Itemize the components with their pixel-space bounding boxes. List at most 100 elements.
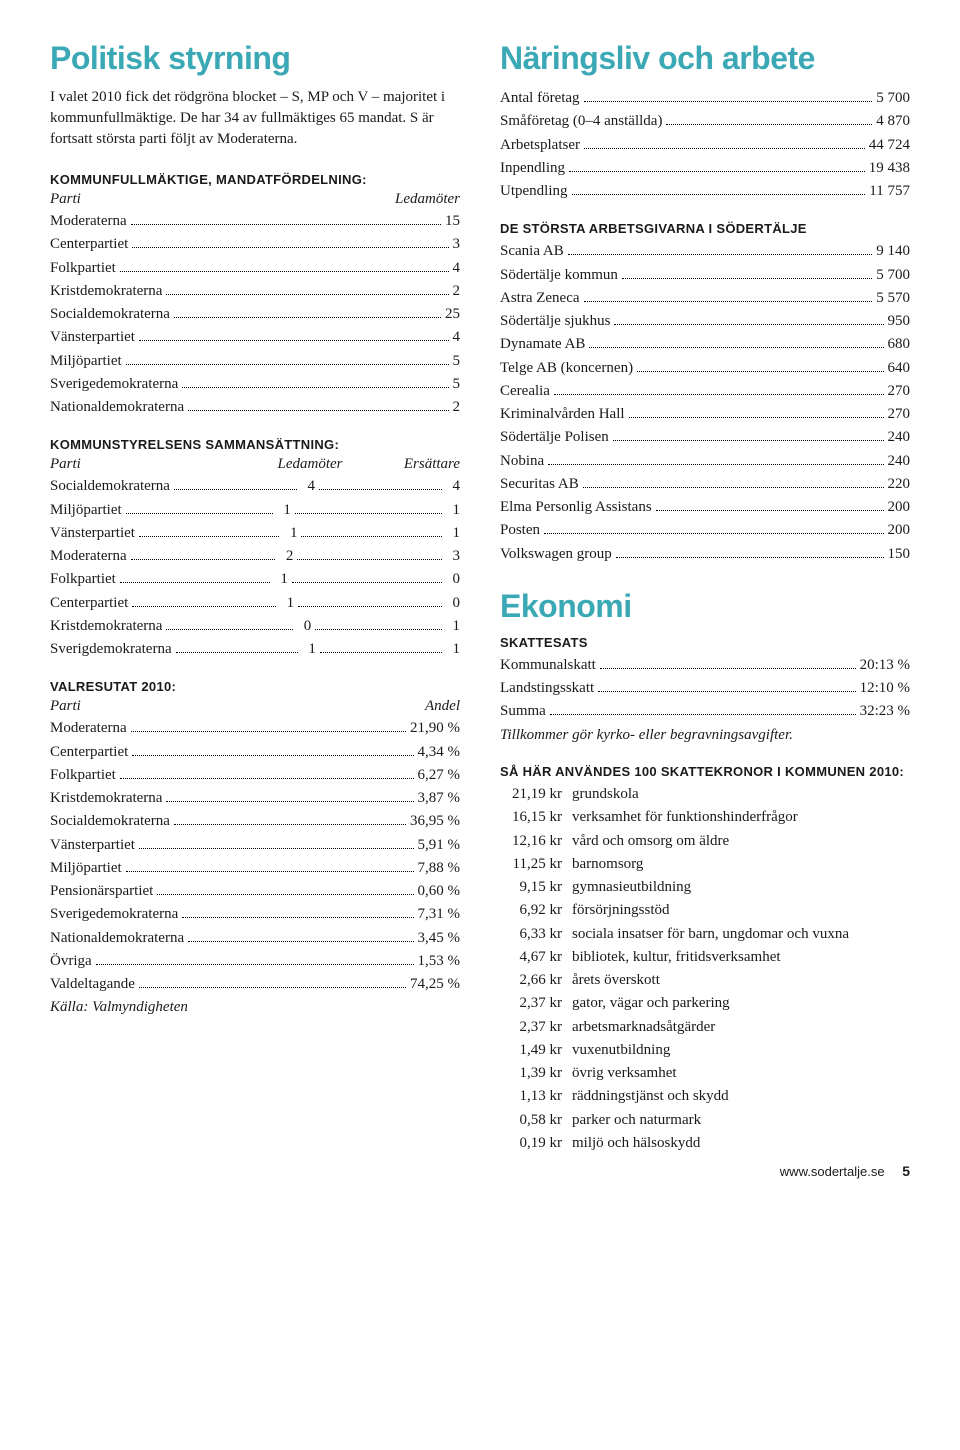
row-value: 25 xyxy=(445,303,460,326)
row-value: 7,31 % xyxy=(418,903,461,926)
row-value-1: 4 xyxy=(301,475,315,498)
col-ledamoter: Ledamöter xyxy=(340,191,460,208)
dot-leader xyxy=(584,301,873,302)
row-value-1: 1 xyxy=(283,522,297,545)
row-value: 4 xyxy=(453,326,461,349)
table-row: 11,25 krbarnomsorg xyxy=(500,853,910,876)
row-desc: bibliotek, kultur, fritidsverksamhet xyxy=(572,946,910,969)
table-row: Småföretag (0–4 anställda)4 870 xyxy=(500,110,910,133)
row-label: Vänsterpartiet xyxy=(50,326,135,349)
table-row: Moderaterna23 xyxy=(50,545,460,568)
row-label: Volkswagen group xyxy=(500,543,612,566)
table-row: Socialdemokraterna44 xyxy=(50,475,460,498)
row-value-2: 4 xyxy=(446,475,460,498)
row-label: Valdeltagande xyxy=(50,973,135,996)
table-row: Landstingsskatt12:10 % xyxy=(500,677,910,700)
right-title-2: Ekonomi xyxy=(500,588,910,625)
row-value: 44 724 xyxy=(869,134,910,157)
row-value-2: 1 xyxy=(446,522,460,545)
row-label: Kriminalvården Hall xyxy=(500,403,625,426)
row-value: 12:10 % xyxy=(860,677,910,700)
employers-rows: Scania AB9 140Södertälje kommun5 700Astr… xyxy=(500,240,910,566)
dot-leader xyxy=(139,987,406,988)
table-row: Centerpartiet3 xyxy=(50,233,460,256)
row-desc: arbetsmarknadsåtgärder xyxy=(572,1016,910,1039)
row-value: 15 xyxy=(445,210,460,233)
dot-leader xyxy=(166,801,413,802)
row-label: Nationaldemokraterna xyxy=(50,927,184,950)
row-value-2: 1 xyxy=(446,638,460,661)
dot-leader xyxy=(166,294,448,295)
dot-leader xyxy=(297,559,442,560)
dot-leader xyxy=(583,487,884,488)
table-row: Antal företag5 700 xyxy=(500,87,910,110)
table-row: Folkpartiet6,27 % xyxy=(50,764,460,787)
row-amount: 4,67 kr xyxy=(500,946,572,969)
dot-leader xyxy=(584,101,873,102)
row-amount: 6,33 kr xyxy=(500,923,572,946)
row-label: Nobina xyxy=(500,450,544,473)
row-label: Arbetsplatser xyxy=(500,134,580,157)
dot-leader xyxy=(139,340,449,341)
row-amount: 11,25 kr xyxy=(500,853,572,876)
dot-leader xyxy=(157,894,413,895)
skattesats-note: Tillkommer gör kyrko- eller begravningsa… xyxy=(500,724,910,747)
row-value: 220 xyxy=(888,473,911,496)
table-row: 1,39 krövrig verksamhet xyxy=(500,1062,910,1085)
table-row: Arbetsplatser 44 724 xyxy=(500,134,910,157)
row-label: Vänsterpartiet xyxy=(50,522,135,545)
table-row: Kriminalvården Hall270 xyxy=(500,403,910,426)
row-label: Södertälje Polisen xyxy=(500,426,609,449)
dot-leader xyxy=(589,347,883,348)
row-value: 150 xyxy=(888,543,911,566)
dot-leader xyxy=(554,394,884,395)
table-row: Vänsterpartiet5,91 % xyxy=(50,834,460,857)
row-value: 6,27 % xyxy=(418,764,461,787)
dot-leader xyxy=(319,489,442,490)
mandat-rows: Moderaterna15Centerpartiet3Folkpartiet4K… xyxy=(50,210,460,419)
row-value-2: 1 xyxy=(446,499,460,522)
table-row: Kristdemokraterna01 xyxy=(50,615,460,638)
row-value: 950 xyxy=(888,310,911,333)
row-label: Summa xyxy=(500,700,546,723)
table-row: Sverigedemokraterna 7,31 % xyxy=(50,903,460,926)
table-row: Posten200 xyxy=(500,519,910,542)
row-amount: 21,19 kr xyxy=(500,783,572,806)
row-desc: grundskola xyxy=(572,783,910,806)
col-parti: Parti xyxy=(50,191,340,208)
row-label: Södertälje kommun xyxy=(500,264,618,287)
row-value: 2 xyxy=(453,280,461,303)
table-row: Securitas AB220 xyxy=(500,473,910,496)
row-label: Kristdemokraterna xyxy=(50,280,162,303)
row-label: Moderaterna xyxy=(50,210,127,233)
row-amount: 0,19 kr xyxy=(500,1132,572,1155)
row-value-1: 1 xyxy=(277,499,291,522)
col-andel: Andel xyxy=(340,698,460,715)
row-value: 4,34 % xyxy=(418,741,461,764)
row-value: 1,53 % xyxy=(418,950,461,973)
row-label: Telge AB (koncernen) xyxy=(500,357,633,380)
table-row: Moderaterna21,90 % xyxy=(50,717,460,740)
row-label: Sverigedemokraterna xyxy=(50,903,178,926)
row-desc: årets överskott xyxy=(572,969,910,992)
row-amount: 2,66 kr xyxy=(500,969,572,992)
table-row: 21,19 krgrundskola xyxy=(500,783,910,806)
row-label: Inpendling xyxy=(500,157,565,180)
row-label: Kommunalskatt xyxy=(500,654,596,677)
table-row: Valdeltagande74,25 % xyxy=(50,973,460,996)
valresultat-rows: Moderaterna21,90 %Centerpartiet4,34 %Fol… xyxy=(50,717,460,996)
table-row: 12,16 krvård och omsorg om äldre xyxy=(500,830,910,853)
footer-url: www.sodertalje.se xyxy=(780,1164,885,1179)
row-label: Pensionärspartiet xyxy=(50,880,153,903)
row-value: 270 xyxy=(888,380,911,403)
right-column: Näringsliv och arbete Antal företag5 700… xyxy=(500,40,910,1155)
row-value: 680 xyxy=(888,333,911,356)
dot-leader xyxy=(188,410,448,411)
row-label: Scania AB xyxy=(500,240,564,263)
table-row: Utpendling11 757 xyxy=(500,180,910,203)
dot-leader xyxy=(182,917,413,918)
row-label: Astra Zeneca xyxy=(500,287,580,310)
row-desc: parker och naturmark xyxy=(572,1109,910,1132)
dot-leader xyxy=(614,324,883,325)
dot-leader xyxy=(550,714,856,715)
